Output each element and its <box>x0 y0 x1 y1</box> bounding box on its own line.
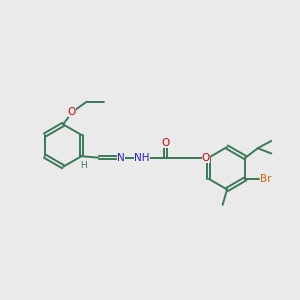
Text: H: H <box>80 160 87 169</box>
Text: O: O <box>68 107 76 117</box>
Text: Br: Br <box>260 174 272 184</box>
Text: O: O <box>202 153 210 163</box>
Text: N: N <box>117 153 125 163</box>
Text: NH: NH <box>134 153 150 163</box>
Text: O: O <box>162 138 170 148</box>
